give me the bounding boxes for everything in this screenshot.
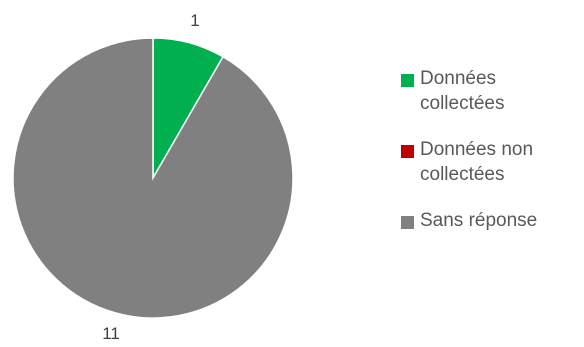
legend-item-sans-reponse: Sans réponse [398, 208, 582, 233]
legend-label-line2: collectées [420, 164, 505, 185]
data-label-slice-3: 11 [102, 324, 120, 343]
data-label-slice-1: 1 [190, 11, 199, 30]
legend-swatch-donnees-non-collectees [401, 145, 414, 158]
legend: Données collectées Données non collectée… [398, 66, 582, 233]
legend-label-line1: Données non [420, 139, 534, 160]
legend-label-line1: Données [420, 68, 497, 89]
legend-item-donnees-collectees: Données collectées [398, 66, 582, 116]
legend-label-line2: collectées [420, 93, 505, 114]
legend-swatch-donnees-collectees [401, 74, 414, 87]
legend-label-line1: Sans réponse [420, 210, 538, 231]
legend-swatch-sans-reponse [401, 216, 414, 229]
pie-slice-3 [12, 37, 294, 319]
legend-item-donnees-non-collectees: Données non collectées [398, 137, 582, 187]
